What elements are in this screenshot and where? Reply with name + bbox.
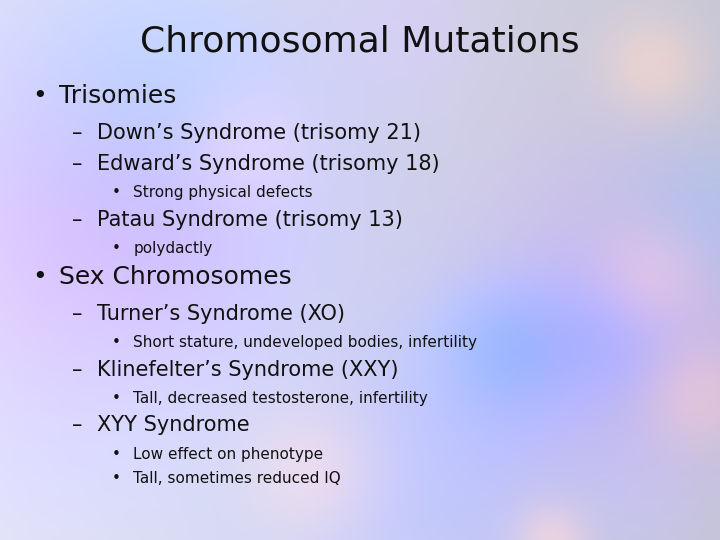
Text: –: – (72, 360, 82, 380)
Text: Sex Chromosomes: Sex Chromosomes (59, 265, 292, 289)
Text: Klinefelter’s Syndrome (XXY): Klinefelter’s Syndrome (XXY) (97, 360, 399, 380)
Text: •: • (112, 391, 120, 406)
Text: –: – (72, 154, 82, 174)
Text: –: – (72, 210, 82, 230)
Text: •: • (112, 335, 120, 350)
Text: Strong physical defects: Strong physical defects (133, 185, 312, 200)
Text: •: • (112, 471, 120, 486)
Text: Patau Syndrome (trisomy 13): Patau Syndrome (trisomy 13) (97, 210, 403, 230)
Text: Low effect on phenotype: Low effect on phenotype (133, 447, 323, 462)
Text: XYY Syndrome: XYY Syndrome (97, 415, 250, 435)
Text: Tall, decreased testosterone, infertility: Tall, decreased testosterone, infertilit… (133, 391, 428, 406)
Text: Down’s Syndrome (trisomy 21): Down’s Syndrome (trisomy 21) (97, 123, 421, 143)
Text: –: – (72, 123, 82, 143)
Text: –: – (72, 304, 82, 324)
Text: Chromosomal Mutations: Chromosomal Mutations (140, 24, 580, 58)
Text: •: • (32, 84, 47, 107)
Text: –: – (72, 415, 82, 435)
Text: Edward’s Syndrome (trisomy 18): Edward’s Syndrome (trisomy 18) (97, 154, 440, 174)
Text: Short stature, undeveloped bodies, infertility: Short stature, undeveloped bodies, infer… (133, 335, 477, 350)
Text: •: • (112, 185, 120, 200)
Text: •: • (32, 265, 47, 289)
Text: Tall, sometimes reduced IQ: Tall, sometimes reduced IQ (133, 471, 341, 486)
Text: polydactly: polydactly (133, 241, 212, 256)
Text: Trisomies: Trisomies (59, 84, 176, 107)
Text: Turner’s Syndrome (XO): Turner’s Syndrome (XO) (97, 304, 345, 324)
Text: •: • (112, 447, 120, 462)
Text: •: • (112, 241, 120, 256)
